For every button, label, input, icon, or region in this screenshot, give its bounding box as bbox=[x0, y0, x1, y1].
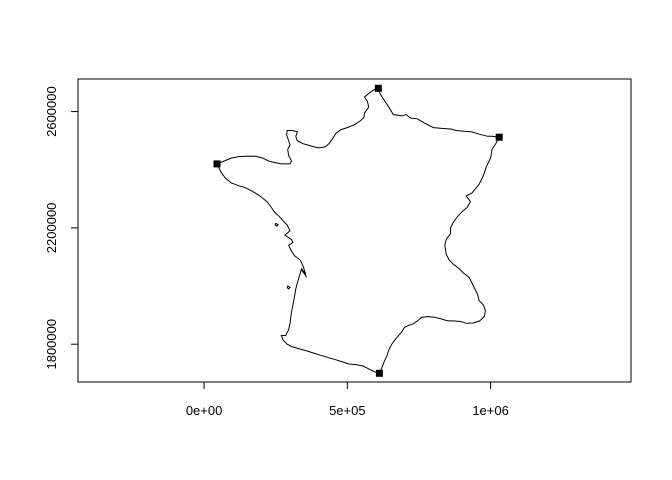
x-ticks: 0e+00 5e+05 1e+06 bbox=[186, 382, 509, 418]
x-axis: 0e+00 5e+05 1e+06 bbox=[186, 381, 509, 418]
extreme-points bbox=[213, 84, 503, 377]
island-outline bbox=[274, 222, 279, 227]
island-outline bbox=[301, 269, 308, 278]
island-group bbox=[274, 222, 308, 290]
country-outline bbox=[216, 87, 500, 374]
x-tick-label: 1e+06 bbox=[472, 403, 509, 418]
y-ticks: 1800000 2200000 2600000 bbox=[44, 86, 78, 370]
point-marker-west bbox=[213, 160, 221, 168]
y-tick-label: 1800000 bbox=[44, 319, 59, 370]
x-tick-label: 5e+05 bbox=[329, 403, 366, 418]
map-layer bbox=[213, 84, 503, 377]
point-marker-east bbox=[495, 133, 503, 141]
island-outline bbox=[286, 285, 291, 290]
point-marker-south bbox=[375, 369, 383, 377]
y-tick-label: 2600000 bbox=[44, 86, 59, 137]
y-tick-label: 2200000 bbox=[44, 203, 59, 254]
point-marker-north bbox=[374, 84, 382, 92]
x-tick-label: 0e+00 bbox=[186, 403, 223, 418]
y-axis: 1800000 2200000 2600000 bbox=[44, 86, 79, 370]
